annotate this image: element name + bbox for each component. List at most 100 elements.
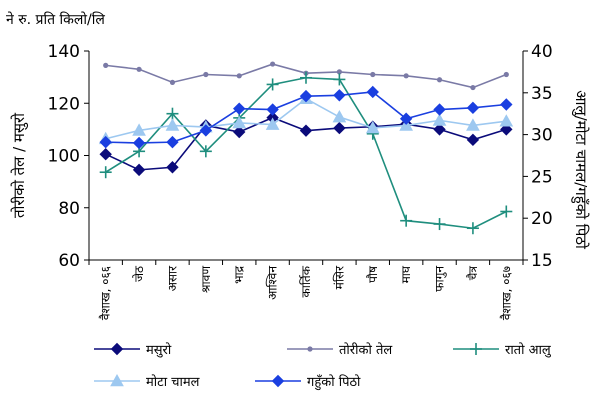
right-tick-label: 40 <box>531 42 553 62</box>
category-label: मंसिर <box>332 265 346 289</box>
left-tick-label: 140 <box>48 42 80 62</box>
data-point <box>333 73 346 86</box>
data-point <box>266 103 279 116</box>
category-label: जेठ <box>132 265 146 282</box>
data-point <box>236 73 242 79</box>
data-point <box>433 218 446 231</box>
legend-marker <box>470 343 482 355</box>
legend-marker <box>110 342 124 356</box>
legend-label: मोटा चामल <box>146 374 200 390</box>
data-point <box>466 101 480 115</box>
data-point <box>336 69 342 75</box>
data-point <box>232 115 247 129</box>
data-point <box>233 125 246 139</box>
category-label: फागुन <box>433 266 448 292</box>
data-point <box>433 123 446 136</box>
data-point <box>166 107 179 120</box>
data-point <box>132 136 146 150</box>
legend: मसुरो तोरीको तेल रातो आलु मोटा चामल गहुँको प… <box>94 342 552 391</box>
legend-label: रातो आलु <box>505 342 552 358</box>
data-point <box>166 135 179 149</box>
data-point <box>466 133 480 147</box>
data-point <box>503 71 509 78</box>
data-point <box>270 61 276 67</box>
data-point <box>169 79 176 85</box>
left-axis-title: तोरीको तेल / मसुरो <box>10 112 29 218</box>
data-point <box>265 117 280 130</box>
legend-item: गहुँको पिठो <box>255 374 361 391</box>
data-point <box>400 214 413 227</box>
data-point <box>470 84 476 91</box>
left-tick-label: 120 <box>48 94 80 114</box>
data-point <box>466 222 479 235</box>
data-point <box>500 205 513 218</box>
data-point <box>333 89 346 102</box>
axes: 60 80 100 120 140 15 20 25 30 35 40 वैशाख, ०६६ जेठ अस… <box>48 42 553 320</box>
data-point <box>499 114 514 127</box>
category-label: आश्विन <box>266 266 280 300</box>
legend-item: मोटा चामल <box>94 373 200 390</box>
data-point <box>399 112 413 125</box>
data-point <box>136 66 142 72</box>
data-point <box>165 118 180 131</box>
data-point <box>199 145 212 158</box>
series-1 <box>99 111 513 177</box>
data-point <box>166 161 179 174</box>
category-label: वैशाख, ०६६ <box>99 266 113 320</box>
data-point <box>432 113 447 126</box>
legend-marker <box>110 373 124 387</box>
left-tick-label: 100 <box>48 147 80 167</box>
data-point <box>99 147 112 161</box>
unit-label: ने रु. प्रति किलो/लि <box>6 11 105 28</box>
data-point <box>199 124 213 137</box>
data-point <box>436 77 443 83</box>
data-point <box>365 120 380 134</box>
data-point <box>203 71 209 78</box>
data-point <box>433 103 446 116</box>
category-label: वैशाख, ०६७ <box>499 266 513 320</box>
series-layer <box>98 61 514 235</box>
series-5 <box>99 85 513 150</box>
category-label: कार्तिक <box>299 265 313 297</box>
data-point <box>233 102 246 115</box>
data-point <box>299 124 313 137</box>
category-label: माघ <box>399 265 413 283</box>
data-point <box>500 98 513 111</box>
data-point <box>266 78 279 91</box>
left-tick-label: 60 <box>58 251 80 271</box>
series-4 <box>98 91 514 145</box>
legend-item: तोरीको तेल <box>287 342 392 358</box>
data-point <box>466 118 480 131</box>
category-label: पौष <box>366 265 380 283</box>
legend-item: मसुरो <box>94 342 172 358</box>
data-point <box>99 166 112 179</box>
left-tick-label: 80 <box>58 199 80 219</box>
category-label: श्रावण <box>199 266 213 293</box>
data-point <box>132 123 146 136</box>
legend-item: रातो आलु <box>453 342 552 358</box>
right-tick-label: 35 <box>531 84 553 104</box>
legend-label: गहुँको पिठो <box>307 374 361 391</box>
legend-marker <box>271 374 285 388</box>
data-point <box>300 71 312 84</box>
right-tick-label: 30 <box>531 126 553 146</box>
right-tick-label: 20 <box>531 209 553 229</box>
data-point <box>299 89 313 103</box>
legend-marker <box>307 346 313 352</box>
series-3 <box>99 71 513 235</box>
data-point <box>366 85 379 99</box>
category-label: भाद्र <box>232 265 246 284</box>
right-tick-label: 25 <box>531 167 553 187</box>
right-tick-label: 15 <box>531 251 553 271</box>
data-point <box>99 135 112 149</box>
right-axis-title: आलु/मोटा चामल/गहुँको पिठो <box>571 90 590 250</box>
data-point <box>132 163 146 177</box>
category-label: असार <box>165 265 179 291</box>
data-point <box>332 110 347 123</box>
data-point <box>500 123 513 136</box>
data-point <box>370 71 376 78</box>
category-label: चैत्र <box>466 266 480 281</box>
legend-label: मसुरो <box>146 342 172 358</box>
data-point <box>403 73 409 79</box>
